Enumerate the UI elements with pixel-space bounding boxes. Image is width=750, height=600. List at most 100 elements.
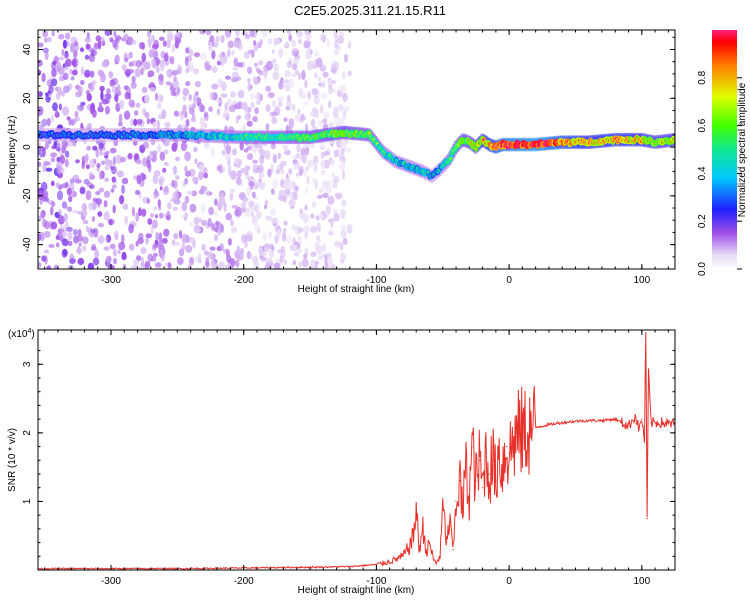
snr-point	[389, 561, 391, 563]
noise-speck	[322, 118, 328, 124]
noise-speck	[237, 89, 245, 99]
noise-speck	[72, 174, 80, 182]
noise-speck	[98, 101, 103, 111]
noise-speck	[47, 36, 52, 43]
noise-speck	[38, 146, 42, 156]
noise-speck	[61, 183, 69, 189]
noise-speck	[210, 147, 215, 158]
noise-speck	[318, 187, 324, 194]
noise-speck	[296, 143, 301, 153]
noise-speck	[158, 175, 166, 184]
noise-speck	[333, 48, 340, 56]
noise-speck	[51, 30, 55, 37]
noise-speck	[313, 163, 318, 173]
noise-speck	[38, 70, 42, 75]
noise-speck	[281, 232, 287, 242]
snr-point	[455, 500, 457, 502]
noise-speck	[242, 124, 246, 131]
noise-speck	[234, 208, 240, 217]
noise-speck	[321, 92, 328, 100]
noise-speck	[152, 121, 157, 128]
y-tick-label: -20	[22, 188, 33, 203]
noise-speck	[231, 49, 235, 56]
noise-speck	[273, 63, 280, 72]
noise-speck	[291, 103, 296, 112]
noise-speck	[346, 224, 353, 234]
noise-speck	[244, 165, 251, 171]
noise-speck	[331, 172, 335, 179]
noise-speck	[302, 213, 310, 223]
noise-speck	[246, 120, 253, 127]
noise-speck	[75, 159, 80, 164]
noise-speck	[303, 225, 310, 234]
noise-speck	[135, 102, 141, 109]
noise-speck	[98, 187, 105, 193]
noise-speck	[109, 243, 116, 250]
noise-speck	[313, 72, 318, 79]
spectrogram-frame	[37, 29, 676, 270]
noise-speck	[312, 177, 316, 183]
noise-speck	[327, 100, 332, 109]
noise-speck	[39, 198, 43, 205]
snr-point	[667, 423, 670, 425]
noise-speck	[286, 235, 293, 244]
noise-speck	[328, 122, 335, 128]
snr-point	[628, 425, 630, 427]
noise-speck	[307, 159, 315, 168]
noise-speck	[235, 30, 240, 37]
noise-speck	[43, 37, 48, 43]
noise-speck	[331, 63, 336, 70]
noise-speck	[42, 30, 49, 38]
noise-speck	[131, 206, 135, 217]
noise-speck	[104, 165, 110, 171]
noise-speck	[150, 213, 154, 218]
noise-speck	[241, 31, 248, 36]
noise-speck	[68, 206, 72, 212]
noise-speck	[128, 69, 135, 74]
noise-speck	[94, 249, 100, 259]
noise-speck	[163, 53, 169, 62]
noise-speck	[259, 93, 263, 102]
noise-speck	[104, 150, 110, 156]
noise-speck	[141, 257, 145, 267]
noise-speck	[304, 41, 311, 49]
noise-speck	[125, 39, 129, 45]
noise-speck	[90, 232, 94, 238]
noise-speck	[185, 244, 193, 253]
noise-speck	[312, 63, 318, 70]
noise-speck	[63, 85, 70, 94]
noise-speck	[48, 244, 55, 248]
noise-speck	[80, 101, 86, 106]
noise-speck	[333, 175, 340, 184]
snr-point	[432, 559, 435, 561]
noise-speck	[134, 68, 141, 78]
noise-speck	[203, 172, 209, 179]
noise-speck	[250, 211, 254, 217]
noise-speck	[252, 215, 257, 224]
noise-speck	[164, 122, 171, 127]
noise-speck	[265, 215, 273, 221]
noise-speck	[118, 121, 123, 127]
noise-speck	[85, 164, 90, 170]
noise-speck	[149, 151, 153, 159]
noise-speck	[64, 150, 70, 158]
snr-point	[426, 552, 428, 554]
noise-speck	[328, 230, 334, 236]
noise-speck	[115, 102, 121, 113]
noise-speck	[333, 240, 341, 247]
noise-speck	[135, 190, 140, 195]
noise-speck	[343, 94, 349, 102]
noise-speck	[271, 116, 278, 124]
snr-frame	[37, 329, 676, 571]
noise-speck	[306, 47, 312, 55]
noise-speck	[173, 110, 180, 117]
noise-speck	[106, 255, 112, 263]
noise-speck	[268, 250, 275, 258]
x-tick-label: 0	[506, 576, 512, 587]
noise-speck	[184, 177, 188, 185]
noise-speck	[205, 257, 210, 267]
noise-speck	[285, 41, 290, 48]
noise-speck	[333, 106, 339, 115]
noise-speck	[296, 160, 300, 171]
snr-point	[515, 435, 517, 437]
